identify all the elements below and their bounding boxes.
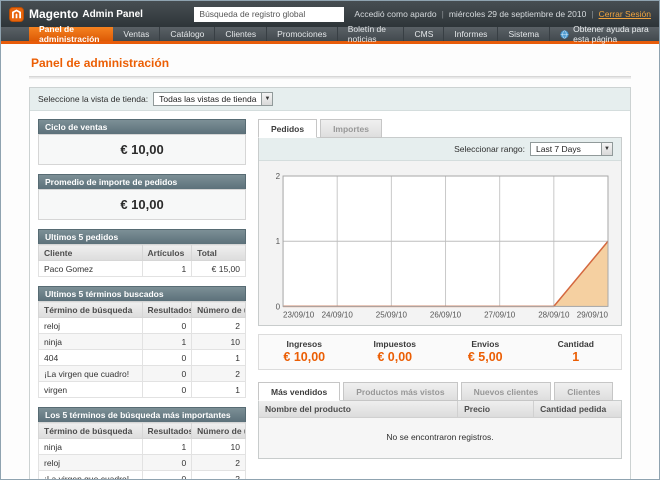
nav-item-system[interactable]: Sistema: [498, 27, 551, 41]
nav-item-cms[interactable]: CMS: [404, 27, 445, 41]
average-orders-title: Promedio de importe de pedidos: [38, 174, 246, 189]
brand-suffix: Admin Panel: [82, 8, 143, 20]
store-switcher-bar: Seleccione la vista de tienda: Todas las…: [30, 88, 630, 111]
totals-bar: Ingresos € 10,00 Impuestos € 0,00 Envios…: [258, 334, 622, 371]
nav-item-dashboard[interactable]: Panel de administración: [29, 24, 114, 44]
nav-item-sales[interactable]: Ventas: [113, 27, 161, 41]
svg-text:29/09/10: 29/09/10: [577, 310, 609, 319]
grid-header: Nombre del producto Precio Cantidad pedi…: [259, 401, 621, 419]
range-select[interactable]: Last 7 Days: [530, 142, 613, 156]
total-quantity: Cantidad 1: [557, 339, 594, 365]
last-orders-box: Ultimos 5 pedidos Cliente Artículos Tota…: [38, 229, 246, 277]
last-search-terms-box: Ultimos 5 términos buscados Término de b…: [38, 286, 246, 398]
tab-bestsellers[interactable]: Más vendidos: [258, 382, 341, 402]
svg-text:28/09/10: 28/09/10: [538, 310, 570, 319]
table-row[interactable]: Paco Gomez 1 € 15,00: [38, 260, 246, 277]
dashboard-right-column: Pedidos Importes Seleccionar rango: Last…: [258, 119, 622, 479]
svg-text:24/09/10: 24/09/10: [322, 310, 354, 319]
header-meta: Accedió como apardo miércoles 29 de sept…: [354, 9, 651, 19]
table-row[interactable]: reloj 0 2: [38, 454, 246, 471]
current-date: miércoles 29 de septiembre de 2010: [437, 9, 587, 19]
table-row[interactable]: ninja 1 10: [38, 438, 246, 455]
svg-text:2: 2: [276, 172, 281, 181]
help-link[interactable]: Obtener ayuda para esta página: [550, 24, 659, 44]
average-orders-value: € 10,00: [38, 189, 246, 220]
average-orders-box: Promedio de importe de pedidos € 10,00: [38, 174, 246, 220]
table-row[interactable]: ¡La virgen que cuadro! 0 2: [38, 470, 246, 479]
table-row[interactable]: ninja 1 10: [38, 333, 246, 350]
store-switcher-label: Seleccione la vista de tienda:: [38, 94, 149, 104]
dashboard-container: Seleccione la vista de tienda: Todas las…: [29, 87, 631, 479]
last-orders-table: Cliente Artículos Total Paco Gomez 1 € 1…: [38, 244, 246, 277]
tab-customers[interactable]: Clientes: [554, 382, 614, 402]
help-label: Obtener ayuda para esta página: [573, 24, 649, 44]
tab-new-customers[interactable]: Nuevos clientes: [460, 382, 552, 402]
title-divider: [29, 76, 631, 79]
range-selector-bar: Seleccionar rango: Last 7 Days: [259, 138, 621, 161]
svg-text:23/09/10: 23/09/10: [283, 310, 315, 319]
tab-most-viewed[interactable]: Productos más vistos: [343, 382, 458, 402]
nav-item-newsletter[interactable]: Boletín de noticias: [338, 24, 405, 44]
store-view-select[interactable]: Todas las vistas de tienda: [153, 92, 274, 106]
chevron-down-icon: [601, 143, 612, 155]
table-row[interactable]: reloj 0 2: [38, 317, 246, 334]
last-orders-title: Ultimos 5 pedidos: [38, 229, 246, 244]
chart-area: 23/09/10 24/09/10 25/09/10 26/09/10 27/09/10…: [259, 161, 621, 326]
dashboard-left-column: Ciclo de ventas € 10,00 Promedio de impo…: [38, 119, 246, 479]
tab-orders[interactable]: Pedidos: [258, 119, 318, 138]
top-search-terms-title: Los 5 términos de búsqueda más important…: [38, 407, 246, 422]
nav-item-customers[interactable]: Clientes: [215, 27, 268, 41]
total-tax: Impuestos € 0,00: [373, 339, 416, 365]
orders-area-chart: 23/09/10 24/09/10 25/09/10 26/09/10 27/09/10…: [276, 172, 609, 319]
globe-help-icon: [560, 29, 569, 39]
chart-tabs: Pedidos Importes: [258, 119, 622, 138]
page-title: Panel de administración: [31, 56, 170, 70]
svg-text:25/09/10: 25/09/10: [376, 310, 408, 319]
top-search-terms-table: Término de búsqueda Resultados Número de…: [38, 422, 246, 479]
grid-empty-message: No se encontraron registros.: [259, 418, 621, 459]
lifetime-sales-title: Ciclo de ventas: [38, 119, 246, 134]
svg-text:1: 1: [276, 237, 281, 246]
logout-link[interactable]: Cerrar Sesión: [586, 9, 651, 19]
lifetime-sales-value: € 10,00: [38, 134, 246, 165]
logged-in-as: Accedió como apardo: [354, 9, 437, 19]
svg-text:27/09/10: 27/09/10: [484, 310, 516, 319]
nav-item-promotions[interactable]: Promociones: [267, 27, 338, 41]
lifetime-sales-box: Ciclo de ventas € 10,00: [38, 119, 246, 165]
nav-item-catalog[interactable]: Catálogo: [160, 27, 216, 41]
svg-text:26/09/10: 26/09/10: [430, 310, 462, 319]
table-row[interactable]: virgen 0 1: [38, 381, 246, 398]
total-shipping: Envios € 5,00: [467, 339, 503, 365]
tab-amounts[interactable]: Importes: [320, 119, 382, 138]
last-search-terms-table: Término de búsqueda Resultados Número de…: [38, 301, 246, 398]
grid-tabs: Más vendidos Productos más vistos Nuevos…: [258, 382, 622, 402]
global-search-input[interactable]: [194, 6, 345, 22]
last-search-terms-title: Ultimos 5 términos buscados: [38, 286, 246, 301]
orders-chart-panel: Seleccionar rango: Last 7 Days 23/09/102…: [258, 137, 622, 327]
nav-item-reports[interactable]: Informes: [444, 27, 499, 41]
chevron-down-icon: [261, 93, 273, 105]
main-nav: Panel de administración Ventas Catálogo …: [1, 24, 659, 44]
page-content: Panel de administración Seleccione la vi…: [1, 44, 659, 479]
brand-name: Magento: [29, 7, 79, 21]
magento-logo-icon: [9, 6, 24, 22]
app-header: Magento Admin Panel Accedió como apardo …: [1, 1, 659, 27]
table-row[interactable]: ¡La virgen que cuadro! 0 2: [38, 365, 246, 382]
total-revenue: Ingresos € 10,00: [283, 339, 326, 365]
top-search-terms-box: Los 5 términos de búsqueda más important…: [38, 407, 246, 479]
range-label: Seleccionar rango:: [454, 144, 525, 154]
bestsellers-grid: Nombre del producto Precio Cantidad pedi…: [258, 400, 622, 460]
svg-text:0: 0: [276, 302, 281, 311]
table-row[interactable]: 404 0 1: [38, 349, 246, 366]
